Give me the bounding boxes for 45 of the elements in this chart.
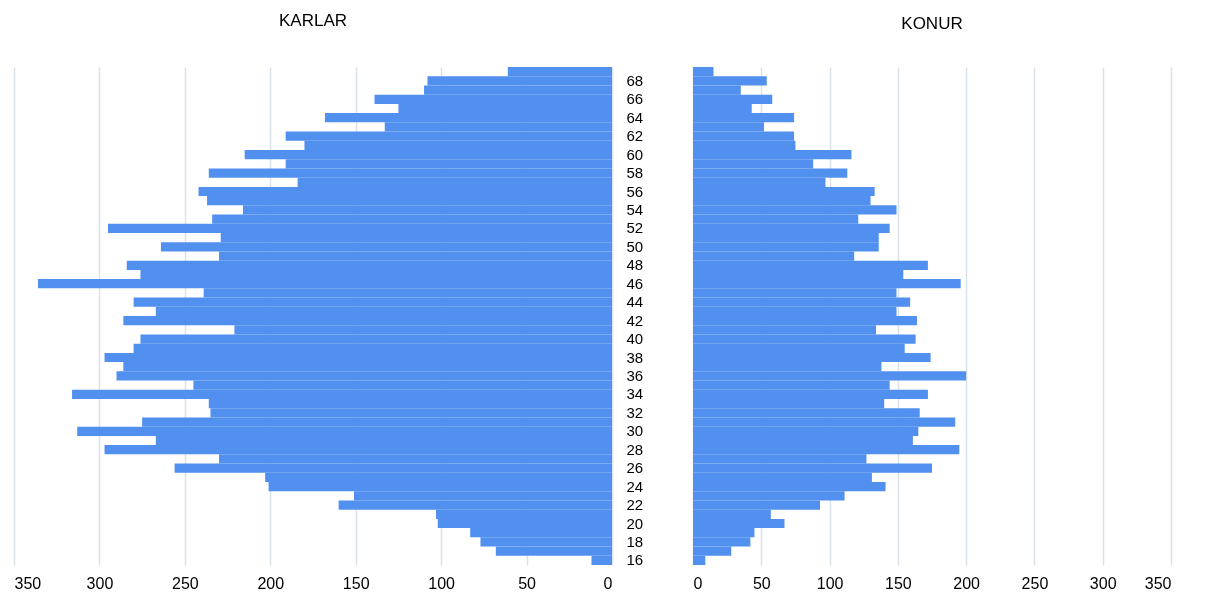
x-tick-label: 200 [257,574,285,592]
y-tick-label: 26 [626,459,644,477]
x-tick-label: 50 [518,574,537,592]
y-tick-label: 62 [626,127,644,145]
y-tick-label: 56 [626,182,644,200]
y-tick-label: 46 [626,274,644,292]
x-tick-label: 0 [693,574,703,592]
y-tick-label: 28 [626,440,644,458]
y-tick-label: 34 [626,385,644,403]
y-tick-label: 64 [626,108,644,126]
y-tick-label: 40 [626,330,644,348]
x-tick-label: 350 [14,574,42,592]
y-tick-label: 66 [626,90,644,108]
y-tick-label: 58 [626,164,644,182]
y-tick-label: 44 [626,293,644,311]
y-tick-label: 50 [626,237,644,255]
y-tick-label: 60 [626,145,644,163]
x-tick-label: 150 [342,574,370,592]
x-tick-label: 100 [428,574,456,592]
y-tick-label: 22 [626,496,644,514]
x-tick-label: 250 [172,574,199,592]
x-tick-label: 200 [953,574,981,592]
y-tick-label: 24 [626,477,644,495]
y-tick-label: 52 [626,219,644,237]
chart-title: KARLAR [278,11,348,31]
x-tick-label: 50 [752,574,771,592]
x-tick-label: 350 [1144,574,1172,592]
y-tick-label: 18 [626,532,644,550]
x-tick-label: 0 [603,574,613,592]
y-tick-label: 48 [626,256,644,274]
x-tick-label: 300 [1089,574,1117,592]
chart-title: KONUR [901,14,963,33]
x-tick-label: 300 [86,574,114,592]
y-tick-label: 68 [626,71,644,89]
x-tick-label: 100 [816,574,844,592]
y-tick-label: 54 [626,200,644,218]
y-tick-label: 42 [626,311,644,329]
x-tick-label: 150 [885,574,912,592]
y-tick-label: 38 [626,348,644,366]
y-tick-label: 16 [626,551,644,569]
x-tick-label: 250 [1021,574,1049,592]
y-tick-label: 32 [626,403,644,421]
y-tick-label: 36 [626,366,644,384]
y-tick-label: 30 [626,422,644,440]
y-tick-label: 20 [626,514,644,532]
